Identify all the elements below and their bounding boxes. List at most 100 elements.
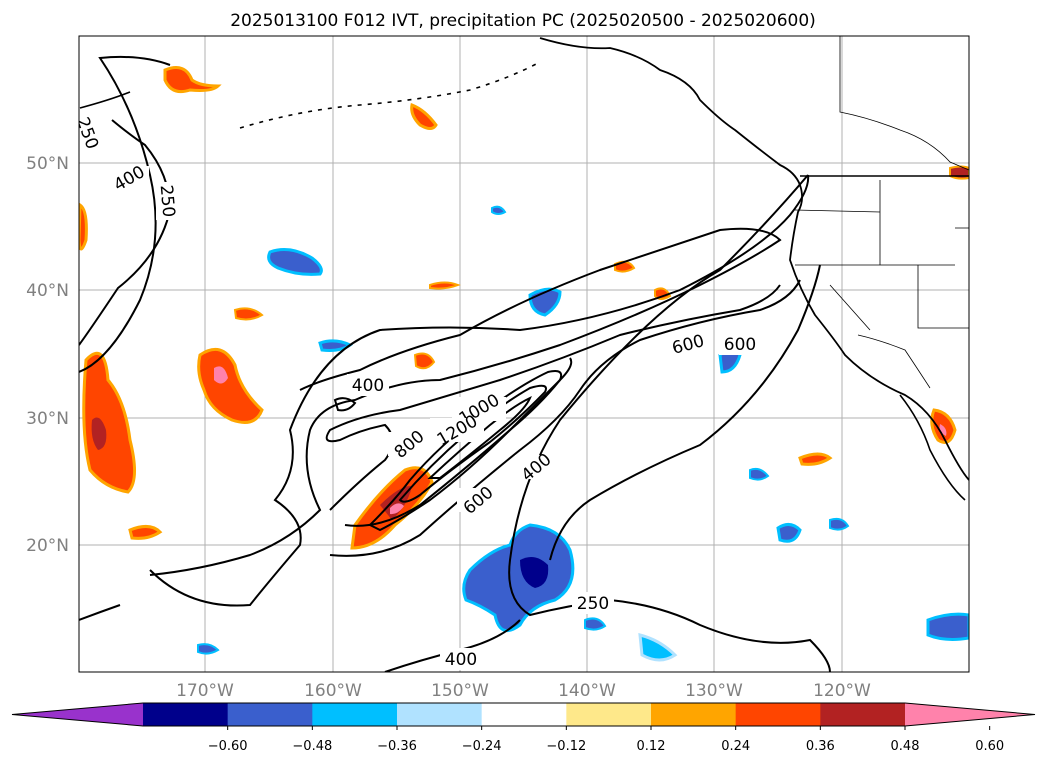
colorbar-tick-label: −0.24: [462, 739, 502, 754]
contour-label-400: 400: [445, 650, 477, 670]
contour-label-bg: [572, 592, 614, 614]
ivt-contour-line: [149, 174, 810, 607]
precip-blob: [128, 525, 163, 540]
colorbar-tick-label: −0.36: [377, 739, 417, 754]
precip-blob: [197, 347, 264, 424]
contour-label-600: 600: [724, 335, 756, 355]
colorbar-segments: [11, 702, 1036, 727]
contour-label-bg: [388, 432, 430, 456]
latitude-labels: 50°N 40°N 30°N 20°N: [26, 154, 69, 556]
precip-blob: [520, 556, 549, 588]
lat-label-30n: 30°N: [26, 409, 69, 429]
ivt-contour-line: [79, 604, 121, 621]
colorbar: −0.60 −0.48 −0.36 −0.24 −0.12 0.12 0.24 0.36 0.4…: [11, 702, 1036, 754]
contour-label-bg: [440, 648, 482, 670]
precip-blob: [939, 424, 947, 436]
contour-label-bg: [156, 182, 180, 220]
colorbar-outline: [11, 702, 1036, 727]
ivt-contour-line: [368, 370, 563, 532]
contour-label-bg: [109, 166, 149, 188]
colorbar-segment: [143, 703, 229, 726]
us-state-borders: [794, 180, 969, 331]
colorbar-tick-label: −0.60: [208, 739, 248, 754]
precip-blob: [949, 165, 969, 180]
map-frame: [78, 35, 970, 673]
contour-label-250: 250: [156, 184, 179, 218]
lon-label-140w: 140°W: [558, 681, 616, 701]
contour-label-bg: [667, 333, 709, 355]
precip-blob: [429, 281, 461, 290]
contour-label-bg: [719, 333, 761, 355]
colorbar-segment: [735, 703, 821, 726]
contour-label-bg: [79, 123, 98, 143]
precip-blob: [749, 467, 770, 481]
precip-blob: [638, 633, 678, 662]
precip-blob: [926, 612, 969, 641]
ivt-contour-line: [549, 264, 821, 561]
colorbar-tick-label: 0.60: [975, 739, 1004, 754]
colorbar-tick-label: 0.48: [891, 739, 920, 754]
precip-blob: [410, 102, 438, 130]
contour-label-400: 400: [352, 376, 384, 396]
precip-blob: [267, 248, 323, 276]
map-area: 250 400 250 400 400 600 800 1000 1200 60…: [78, 35, 970, 673]
colorbar-ticks: −0.60 −0.48 −0.36 −0.24 −0.12 0.12 0.24 0.36 0.4…: [208, 726, 1004, 754]
precip-blob: [163, 66, 222, 94]
longitude-labels: 170°W 160°W 150°W 140°W 130°W 120°W: [176, 681, 871, 701]
colorbar-tick-label: 0.12: [637, 739, 666, 754]
colorbar-segment: [397, 703, 483, 726]
colorbar-tick-label: 0.24: [721, 739, 750, 754]
lat-label-50n: 50°N: [26, 154, 69, 174]
precip-blob: [390, 503, 404, 515]
precip-blob: [214, 366, 228, 384]
precip-blob: [82, 351, 136, 494]
canada-border: [839, 36, 969, 171]
precip-blob: [930, 408, 957, 444]
precip-blob: [79, 202, 88, 251]
north-america-coast: [539, 37, 969, 481]
precip-blob: [584, 617, 607, 631]
precip-negative-regions: [197, 205, 969, 662]
colorbar-extend-low: [12, 703, 143, 726]
contour-label-bg: [457, 488, 499, 512]
lon-label-160w: 160°W: [304, 681, 362, 701]
contour-label-bg: [515, 455, 557, 479]
ivt-contour-line: [149, 227, 782, 576]
colorbar-segment: [227, 703, 313, 726]
lon-label-150w: 150°W: [431, 681, 489, 701]
precip-blob: [829, 517, 850, 531]
ivt-contours: [79, 55, 831, 672]
ivt-contour-line: [79, 55, 171, 373]
baja-california-coast: [899, 394, 966, 501]
colorbar-segment: [481, 703, 567, 726]
colorbar-segment: [651, 703, 737, 726]
colorbar-tick-label: −0.48: [292, 739, 332, 754]
lat-label-40n: 40°N: [26, 281, 69, 301]
kamchatka-coast: [79, 91, 131, 109]
us-mexico-border: [857, 334, 931, 389]
colorbar-tick-label: −0.12: [546, 739, 586, 754]
colorbar-tick-label: 0.36: [806, 739, 835, 754]
ivt-contour-labels: 250 400 250 400 400 600 800 1000 1200 60…: [79, 115, 761, 670]
lat-label-20n: 20°N: [26, 536, 69, 556]
colorbar-segment: [820, 703, 906, 726]
ivt-contour-line: [333, 397, 357, 412]
lon-label-130w: 130°W: [685, 681, 743, 701]
ivt-contour-line: [329, 279, 801, 557]
precip-blob: [776, 523, 802, 543]
ivt-contour-line: [508, 174, 831, 672]
contour-label-250: 250: [577, 594, 609, 614]
precip-blob: [491, 205, 507, 215]
precip-blob: [91, 417, 107, 450]
colorbar-segment: [566, 703, 652, 726]
contour-label-bg: [430, 418, 484, 442]
lon-label-170w: 170°W: [176, 681, 234, 701]
colorbar-extend-high: [905, 703, 1035, 726]
colorbar-segment: [312, 703, 398, 726]
contour-label-bg: [347, 374, 389, 396]
precip-blob: [413, 352, 436, 370]
precip-blob: [197, 643, 220, 655]
lon-label-120w: 120°W: [813, 681, 871, 701]
coastlines: [79, 36, 969, 501]
